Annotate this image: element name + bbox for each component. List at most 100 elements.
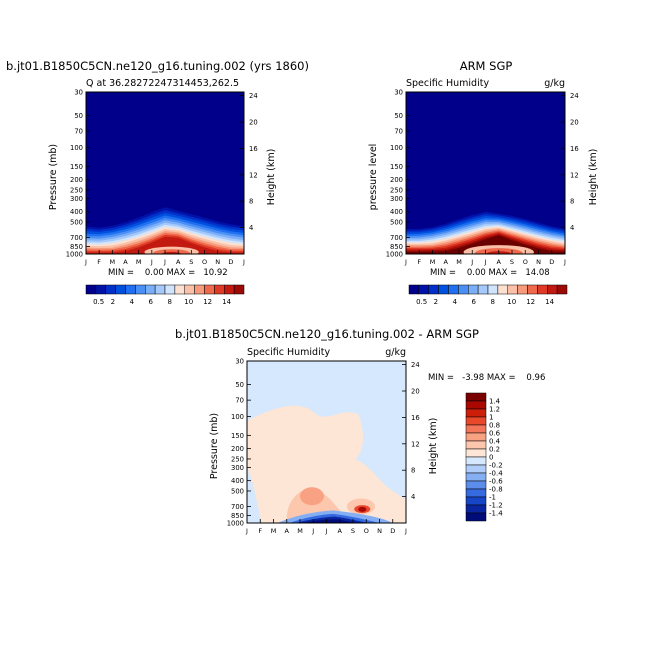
y-tick-label: 200 [70, 176, 83, 184]
colorbar-label: 6 [472, 298, 477, 306]
x-tick-label: M [297, 527, 303, 535]
colorbar-swatch [497, 284, 508, 295]
colorbar-label: 0.8 [489, 422, 500, 430]
colorbar-swatch [465, 400, 487, 410]
y-right-tick-label: 4 [411, 493, 415, 501]
colorbar-label: 2 [111, 298, 115, 306]
negative-core [302, 519, 359, 523]
y-tick-label: 500 [231, 487, 244, 495]
x-tick-label: J [163, 258, 166, 266]
y-right-tick-label: 16 [411, 414, 420, 422]
colorbar-label: 0.4 [489, 438, 501, 446]
colorbar-label: 10 [507, 298, 516, 306]
colorbar-swatch [95, 284, 106, 295]
panel-obs: ARM SGP Specific Humidity g/kg 305070100… [368, 59, 599, 306]
x-tick-label: O [202, 258, 207, 266]
colorbar-swatch [465, 392, 487, 402]
y-tick-label: 200 [231, 445, 244, 453]
y-tick-label: 850 [231, 512, 244, 520]
y-tick-label: 70 [394, 128, 403, 136]
colorbar-swatch [465, 512, 487, 522]
y-tick-label: 30 [74, 89, 83, 97]
colorbar-swatch [233, 284, 245, 295]
colorbar-swatch [105, 284, 116, 295]
x-tick-label: J [470, 258, 473, 266]
x-tick-label: J [404, 258, 407, 266]
x-tick-label: A [338, 527, 343, 535]
positive-region [247, 405, 406, 523]
colorbar-swatch [135, 284, 146, 295]
colorbar-swatch [477, 284, 489, 295]
y-right-tick-label: 24 [411, 361, 420, 369]
panel-model-colorbar: 0.5 2 4 6 8 10 12 14 [85, 284, 245, 306]
y-right-tick-label: 20 [411, 388, 420, 396]
colorbar-label: 12 [203, 298, 212, 306]
y-tick-label: 70 [235, 397, 244, 405]
colorbar-swatch [465, 448, 487, 458]
colorbar-label: -1 [489, 494, 496, 502]
colorbar-label: 12 [526, 298, 535, 306]
colorbar-label: 6 [149, 298, 154, 306]
y-tick-label: 200 [390, 176, 403, 184]
y-tick-label: 1000 [227, 520, 244, 528]
colorbar-label: -1.2 [489, 502, 503, 510]
x-tick-label: M [136, 258, 142, 266]
y-tick-label: 850 [70, 243, 83, 251]
panel-diff-colorbar: 1.41.210.80.60.40.20-0.2-0.4-0.6-0.8-1-1… [465, 392, 503, 522]
y-right-tick-label: 4 [249, 224, 253, 232]
panel-obs-colorbar: 0.5 2 4 6 8 10 12 14 [408, 284, 568, 306]
y-right-tick-label: 8 [411, 467, 415, 475]
colorbar-label: 2 [434, 298, 438, 306]
colorbar-swatch [465, 464, 487, 474]
y-tick-label: 1000 [66, 251, 83, 259]
panel-obs-ylabel: pressure level [368, 144, 379, 211]
y-tick-label: 300 [390, 195, 403, 203]
y-tick-label: 300 [70, 195, 83, 203]
panel-diff-title: b.jt01.B1850C5CN.ne120_g16.tuning.002 - … [175, 327, 479, 341]
colorbar-swatch [174, 284, 185, 295]
panel-diff-ylabel: Pressure (mb) [209, 413, 220, 479]
y-right-tick-label: 20 [249, 119, 258, 127]
colorbar-swatch [85, 284, 97, 295]
colorbar-swatch [487, 284, 499, 295]
colorbar-swatch [468, 284, 479, 295]
y-tick-label: 100 [390, 144, 403, 152]
colorbar-swatch [154, 284, 166, 295]
y-tick-label: 100 [231, 413, 244, 421]
y-right-tick-label: 4 [570, 224, 574, 232]
y-tick-label: 50 [235, 381, 244, 389]
colorbar-swatch [408, 284, 420, 295]
colorbar-swatch [204, 284, 215, 295]
colorbar-swatch [465, 440, 487, 450]
y-tick-label: 150 [70, 163, 83, 171]
core-contour [153, 249, 191, 254]
x-tick-label: D [390, 527, 395, 535]
colorbar-label: -0.8 [489, 486, 503, 494]
colorbar-label: 0.5 [416, 298, 427, 306]
y-tick-label: 400 [231, 477, 244, 485]
colorbar-swatch [465, 424, 487, 434]
colorbar-swatch [428, 284, 439, 295]
colorbar-swatch [527, 284, 538, 295]
x-tick-label: M [110, 258, 116, 266]
panel-model: b.jt01.B1850C5CN.ne120_g16.tuning.002 (y… [6, 59, 309, 306]
colorbar-swatch [465, 504, 487, 514]
colorbar-swatch [145, 284, 156, 295]
colorbar-swatch [465, 488, 487, 498]
colorbar-swatch [164, 284, 176, 295]
panel-obs-subtitle: Specific Humidity [406, 78, 489, 89]
y-right-tick-label: 12 [249, 171, 258, 179]
panel-diff: b.jt01.B1850C5CN.ne120_g16.tuning.002 - … [175, 327, 545, 535]
y-right-tick-label: 16 [249, 145, 258, 153]
y-tick-label: 400 [70, 208, 83, 216]
panel-model-ylabel-right: Height (km) [266, 149, 277, 206]
moisture-field [86, 92, 244, 254]
x-tick-label: A [176, 258, 181, 266]
y-tick-label: 400 [390, 208, 403, 216]
y-tick-label: 150 [390, 163, 403, 171]
colorbar-swatch [465, 408, 487, 418]
x-tick-label: A [497, 258, 502, 266]
panel-obs-stats: MIN = 0.00 MAX = 14.08 [430, 268, 550, 278]
